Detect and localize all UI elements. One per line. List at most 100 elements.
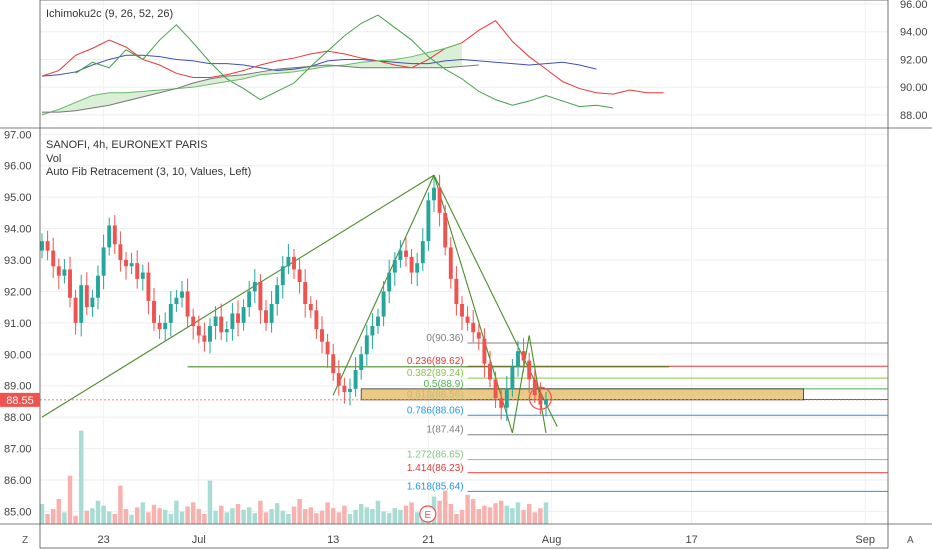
price-y-tick-label: 91.00 (4, 318, 32, 330)
price-y-tick-label: 85.00 (4, 506, 32, 518)
volume-bar (241, 509, 246, 524)
candle-body (532, 379, 537, 396)
volume-bar (129, 514, 134, 524)
volume-bar (302, 509, 308, 524)
x-tick-label: 13 (327, 534, 339, 546)
volume-bar (442, 490, 448, 524)
ichimoku-red-line (41, 19, 664, 95)
candle-body (90, 297, 95, 308)
volume-bar (168, 514, 174, 524)
trendline (511, 335, 530, 433)
volume-bar (39, 504, 45, 524)
grid (40, 0, 888, 524)
volume-bar (325, 502, 330, 524)
volume-bar (140, 502, 146, 524)
ichimoku-cloud (42, 42, 462, 115)
candle-body (516, 351, 520, 367)
annotation-circle (528, 386, 553, 410)
ichimoku-y-tick-label: 94.00 (900, 27, 928, 39)
volume-bar (213, 510, 218, 524)
volume-bar (84, 510, 90, 524)
candle-body (538, 395, 543, 405)
volume-bar (403, 505, 409, 524)
volume-bar (414, 512, 420, 524)
candle-body (488, 363, 492, 380)
volume-bar (532, 512, 538, 524)
candle-body (96, 275, 100, 298)
candle-body (387, 272, 392, 292)
candle-body (376, 316, 380, 326)
volume-bars (39, 430, 549, 524)
volume-bar (465, 494, 470, 524)
volume-bar (364, 507, 370, 524)
volume-bar (409, 502, 414, 524)
volume-bar (291, 506, 297, 524)
candle-body (84, 285, 89, 308)
volume-bar (543, 502, 549, 524)
volume-bar (280, 510, 286, 524)
volume-bar (521, 509, 526, 524)
volume-bar (90, 508, 95, 524)
volume-bar (297, 499, 302, 524)
candle-body (437, 187, 442, 213)
candle-body (140, 272, 145, 279)
candle-body (415, 263, 420, 273)
overlay: Ichimoku2c (9, 26, 52, 26) SANOFI, 4h, E… (0, 8, 914, 546)
candle-body (202, 335, 207, 342)
candle-body (504, 388, 509, 408)
volume-bar (50, 509, 56, 524)
ichimoku-y-tick-label: 88.00 (900, 110, 928, 122)
candle-body (381, 291, 386, 317)
corner-label-right[interactable]: A (907, 535, 914, 546)
volume-bar (392, 508, 398, 524)
volume-bar (370, 509, 375, 524)
candle-body (101, 247, 106, 276)
fib-level-label: 1.272(86.65) (407, 450, 464, 461)
volume-bar (258, 500, 263, 524)
volume-bar (330, 508, 336, 524)
candle-body (118, 244, 123, 260)
plot-frame (39, 0, 889, 549)
candle-body (79, 285, 84, 323)
trendline (528, 335, 547, 433)
candle-body (460, 304, 464, 317)
volume-bar (493, 503, 498, 524)
candle-body (308, 304, 313, 311)
volume-bar (504, 505, 510, 524)
volume-bar (342, 505, 347, 524)
candle-body (51, 250, 56, 267)
candle-body (168, 304, 173, 323)
volume-bar (398, 509, 403, 524)
candle-body (196, 326, 201, 336)
price-y-tick-label: 90.00 (4, 349, 32, 361)
volume-bar (190, 502, 196, 524)
fib-levels: 0(90.36) 0.236(89.62)0.382(89.24)0.5(88.9… (40, 333, 888, 492)
volume-bar (437, 500, 442, 524)
candle-body (303, 282, 308, 304)
ichimoku-blue-line (41, 54, 597, 77)
ichimoku-cloud-bottom-line (42, 64, 479, 113)
candle-body (404, 250, 408, 257)
x-tick-label: 17 (685, 534, 697, 546)
candle-body (174, 297, 179, 304)
volume-bar (476, 509, 482, 524)
volume-bar (386, 513, 392, 524)
candle-body (292, 256, 296, 270)
fib-level-label: 1.618(85.64) (407, 481, 464, 492)
candle-body (112, 225, 117, 245)
corner-label-left[interactable]: Z (22, 535, 28, 546)
candle-body (331, 354, 336, 374)
candle-body (208, 326, 212, 342)
candle-body (107, 225, 112, 248)
ichimoku-y-tick-label: 90.00 (900, 82, 928, 94)
volume-bar (185, 506, 190, 524)
price-y-tick-label: 92.00 (4, 286, 32, 298)
volume-bar (263, 512, 269, 524)
candle-body (392, 260, 397, 273)
candle-body (264, 310, 268, 323)
candle-body (269, 304, 274, 323)
volume-bar (269, 509, 274, 524)
volume-bar (353, 509, 358, 524)
